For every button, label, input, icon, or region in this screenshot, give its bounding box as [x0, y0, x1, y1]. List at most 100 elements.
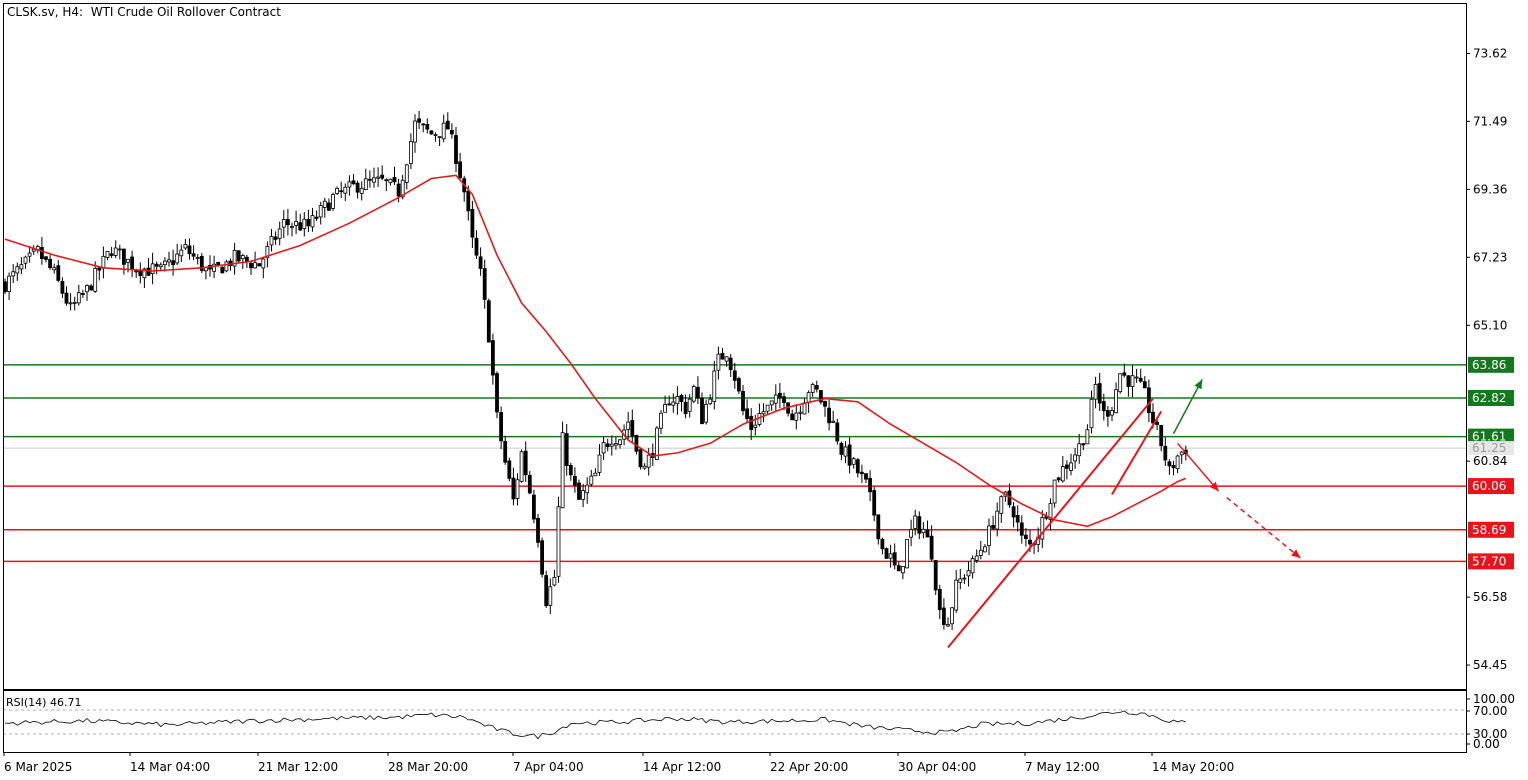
candle-body[interactable] — [872, 490, 877, 516]
candle-body[interactable] — [589, 475, 594, 485]
candle-body[interactable] — [905, 539, 909, 569]
candle-body[interactable] — [257, 263, 262, 267]
candle-body[interactable] — [76, 292, 81, 304]
candle-body[interactable] — [191, 253, 196, 257]
candle-body[interactable] — [1126, 375, 1131, 387]
candle-body[interactable] — [1138, 377, 1143, 382]
candle-body[interactable] — [839, 442, 844, 455]
forecast-arrow-down-2[interactable] — [1177, 442, 1220, 492]
candle-body[interactable] — [892, 552, 897, 566]
rsi-panel[interactable] — [3, 709, 1466, 740]
candle-body[interactable] — [11, 271, 16, 277]
candle-body[interactable] — [712, 370, 717, 402]
candle-body[interactable] — [532, 494, 536, 520]
candle-body[interactable] — [605, 443, 610, 447]
candle-body[interactable] — [195, 257, 200, 259]
candle-body[interactable] — [15, 266, 20, 274]
candle-body[interactable] — [1151, 411, 1155, 424]
candle-body[interactable] — [253, 262, 258, 269]
candle-body[interactable] — [212, 263, 217, 272]
candle-body[interactable] — [519, 451, 524, 482]
candle-body[interactable] — [962, 577, 967, 580]
candle-body[interactable] — [93, 268, 98, 292]
candle-body[interactable] — [819, 390, 823, 403]
candle-body[interactable] — [1048, 503, 1053, 521]
candle-body[interactable] — [1019, 522, 1024, 536]
candle-body[interactable] — [950, 607, 954, 625]
candle-body[interactable] — [1130, 375, 1135, 387]
candle-body[interactable] — [400, 179, 405, 198]
candle-body[interactable] — [790, 413, 795, 421]
candle-body[interactable] — [618, 439, 622, 445]
candle-body[interactable] — [298, 222, 303, 231]
candle-body[interactable] — [942, 607, 946, 625]
candle-body[interactable] — [421, 123, 426, 126]
candle-body[interactable] — [1122, 372, 1127, 376]
candle-body[interactable] — [556, 506, 561, 577]
candle-body[interactable] — [134, 270, 139, 273]
candle-body[interactable] — [478, 256, 483, 269]
candle-body[interactable] — [171, 260, 176, 266]
candle-body[interactable] — [761, 411, 766, 415]
trendline-1[interactable] — [947, 398, 1154, 649]
candle-body[interactable] — [1085, 429, 1090, 445]
candle-body[interactable] — [851, 458, 856, 465]
candle-body[interactable] — [343, 186, 348, 194]
candle-body[interactable] — [126, 258, 130, 263]
candle-body[interactable] — [999, 496, 1004, 514]
main-plot-area[interactable] — [3, 110, 1466, 649]
candle-body[interactable] — [1065, 464, 1069, 469]
candle-body[interactable] — [429, 130, 434, 135]
candle-body[interactable] — [564, 433, 569, 467]
candle-body[interactable] — [679, 395, 684, 402]
candle-body[interactable] — [573, 475, 577, 486]
candle-body[interactable] — [946, 624, 950, 627]
candle-body[interactable] — [72, 301, 77, 304]
candle-body[interactable] — [966, 570, 971, 577]
candle-body[interactable] — [1024, 534, 1028, 540]
trendline-2[interactable] — [1111, 410, 1163, 495]
candle-body[interactable] — [843, 446, 848, 457]
candle-body[interactable] — [490, 340, 495, 376]
candle-body[interactable] — [778, 392, 782, 399]
candle-body[interactable] — [281, 219, 286, 228]
candle-body[interactable] — [7, 275, 11, 293]
candle-body[interactable] — [56, 265, 61, 281]
candle-body[interactable] — [441, 122, 446, 140]
candle-body[interactable] — [23, 256, 28, 264]
candle-body[interactable] — [954, 579, 959, 611]
candle-body[interactable] — [236, 250, 241, 262]
candle-body[interactable] — [445, 120, 450, 130]
candle-body[interactable] — [585, 484, 590, 494]
candle-body[interactable] — [101, 255, 106, 269]
candle-body[interactable] — [507, 460, 512, 479]
candle-body[interactable] — [1175, 455, 1180, 470]
candle-body[interactable] — [663, 404, 667, 413]
candle-body[interactable] — [806, 392, 811, 403]
candle-body[interactable] — [44, 256, 48, 260]
candle-body[interactable] — [560, 432, 565, 509]
candle-body[interactable] — [1114, 389, 1118, 414]
rsi-line[interactable] — [4, 710, 1186, 740]
candle-body[interactable] — [868, 477, 872, 493]
candle-body[interactable] — [486, 300, 491, 343]
candle-body[interactable] — [351, 180, 356, 185]
candle-body[interactable] — [536, 517, 540, 543]
candle-body[interactable] — [433, 134, 438, 136]
candle-body[interactable] — [745, 408, 749, 419]
candle-body[interactable] — [224, 261, 229, 272]
candle-body[interactable] — [609, 443, 614, 447]
candle-body[interactable] — [720, 352, 725, 360]
candle-body[interactable] — [614, 443, 618, 446]
candle-body[interactable] — [388, 178, 393, 184]
candle-body[interactable] — [425, 124, 430, 130]
candle-body[interactable] — [1163, 445, 1168, 461]
candle-body[interactable] — [925, 529, 930, 538]
candle-body[interactable] — [314, 216, 319, 219]
candle-body[interactable] — [1060, 466, 1065, 482]
candle-body[interactable] — [568, 464, 573, 476]
candle-body[interactable] — [655, 427, 659, 460]
candle-body[interactable] — [40, 247, 44, 259]
candle-body[interactable] — [577, 482, 581, 500]
candle-body[interactable] — [974, 555, 979, 561]
